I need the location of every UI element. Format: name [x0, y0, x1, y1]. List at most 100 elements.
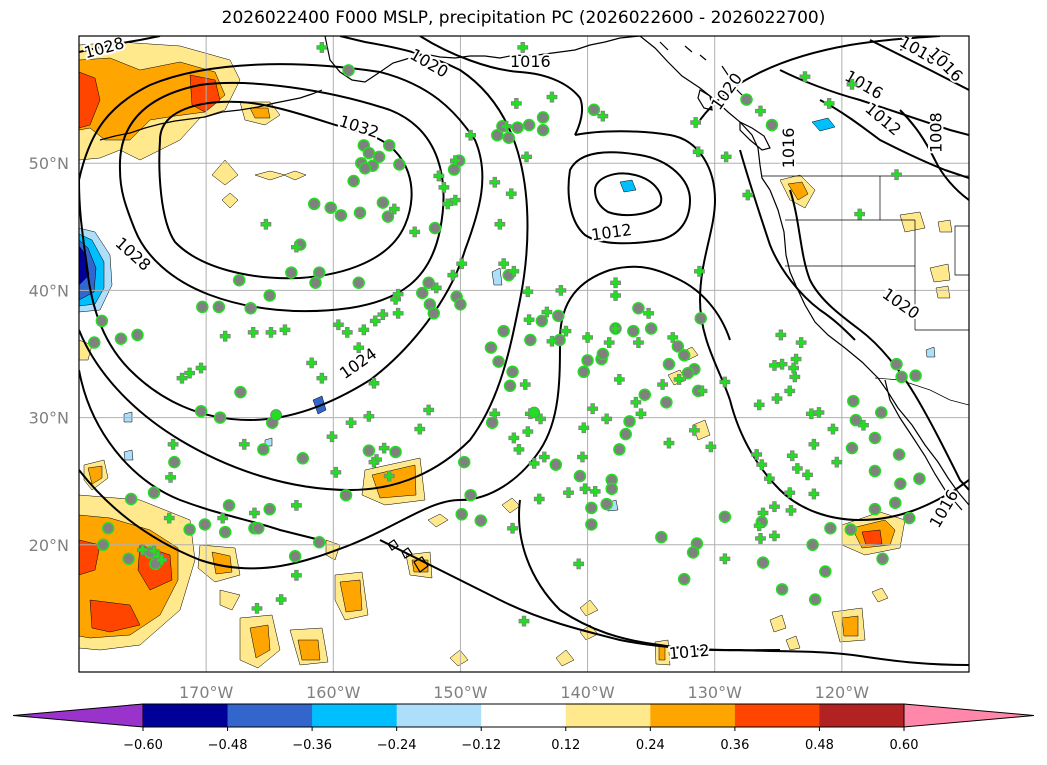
station-cross-marker — [757, 507, 769, 519]
station-cross-marker — [326, 431, 338, 443]
station-cross-marker — [788, 362, 799, 374]
station-cross-marker — [465, 129, 476, 141]
station-circle-marker — [806, 538, 819, 552]
precip-patch — [221, 192, 239, 209]
station-circle-marker — [194, 404, 208, 418]
station-cross-marker — [763, 473, 775, 485]
station-circle-marker — [147, 486, 161, 499]
station-circle-marker — [198, 518, 212, 531]
station-circle-marker — [671, 340, 685, 353]
station-circle-marker — [428, 221, 442, 235]
station-cross-marker — [582, 332, 593, 343]
station-cross-marker — [414, 423, 426, 435]
station-cross-marker — [688, 424, 700, 436]
station-cross-marker — [630, 396, 642, 408]
station-circle-marker — [381, 210, 395, 223]
station-cross-marker — [316, 42, 328, 53]
station-cross-marker — [854, 208, 866, 220]
isobar-1028 — [118, 82, 445, 313]
station-circle-marker — [497, 324, 510, 338]
station-cross-marker — [330, 466, 342, 478]
map-frame — [78, 35, 970, 673]
lon-tick-label: 150°W — [433, 683, 488, 702]
station-circle-marker — [457, 455, 471, 469]
station-circle-marker — [868, 502, 882, 516]
station-cross-marker — [705, 441, 717, 453]
station-cross-marker — [597, 110, 609, 122]
isobar-1028-north — [79, 36, 161, 53]
precip-patch — [79, 539, 101, 576]
station-circle-marker — [549, 458, 563, 471]
coastline-baja — [884, 379, 963, 511]
station-cross-marker — [799, 71, 811, 83]
precip-patch — [658, 645, 666, 661]
station-cross-marker — [176, 372, 188, 384]
station-cross-marker — [546, 91, 558, 103]
isobar-1020-west — [79, 36, 529, 492]
station-cross-marker — [603, 337, 615, 348]
map-title: 2026022400 F000 MSLP, precipitation PC (… — [221, 8, 826, 28]
station-cross-marker — [165, 471, 176, 483]
station-cross-marker — [423, 404, 435, 416]
station-cross-marker — [249, 507, 260, 519]
station-cross-marker — [769, 501, 780, 513]
colorbar-segment — [481, 704, 567, 727]
station-circle-marker — [868, 431, 882, 445]
station-circle-marker — [573, 469, 587, 483]
station-circle-marker — [218, 525, 232, 539]
coastline-alaska — [324, 36, 641, 83]
station-cross-marker — [494, 218, 506, 230]
station-cross-marker — [433, 170, 445, 182]
station-cross-marker — [808, 438, 820, 450]
station-cross-marker — [523, 314, 535, 326]
station-circle-marker — [222, 499, 236, 512]
station-green-marker — [528, 406, 541, 419]
station-circle-marker — [183, 523, 196, 536]
isobar-label: 1012 — [668, 641, 710, 663]
station-cross-marker — [696, 385, 708, 397]
colorbar-tick-label: −0.60 — [123, 738, 163, 753]
station-cross-marker — [769, 530, 780, 542]
station-cross-marker — [306, 357, 318, 369]
station-cross-marker — [657, 379, 668, 390]
station-cross-marker — [247, 326, 259, 338]
coastline-aleutians — [99, 89, 323, 141]
coastlines — [99, 36, 969, 573]
station-cross-marker — [345, 417, 357, 429]
station-cross-marker — [802, 469, 813, 481]
border-us-mexico — [874, 377, 969, 406]
station-circle-marker — [347, 174, 360, 188]
colorbar-tick-label: 0.12 — [551, 738, 580, 753]
isobar-1016-ring — [574, 130, 731, 401]
station-cross-marker — [891, 169, 902, 181]
station-cross-marker — [291, 499, 302, 511]
station-cross-marker — [163, 512, 175, 524]
station-circle-marker — [313, 536, 326, 549]
station-circle-marker — [342, 64, 355, 77]
station-circle-marker — [895, 370, 908, 384]
station-circle-marker — [484, 341, 498, 354]
station-cross-marker — [533, 493, 545, 505]
precip-patch — [925, 346, 936, 358]
precip-patch — [899, 211, 926, 233]
station-circle-marker — [114, 332, 128, 345]
station-circle-marker — [393, 158, 406, 171]
station-circle-marker — [502, 131, 515, 145]
station-cross-marker — [690, 117, 702, 128]
colorbar-segment — [734, 704, 820, 727]
lon-tick-label: 140°W — [560, 683, 615, 702]
precip-patch — [79, 245, 90, 286]
station-circle-marker — [644, 322, 658, 335]
station-cross-marker — [753, 520, 765, 532]
station-cross-marker — [808, 488, 820, 500]
station-cross-marker — [587, 403, 599, 415]
hawaii-1 — [387, 539, 399, 551]
colorbar-tick-label: −0.36 — [292, 738, 332, 753]
lat-tick-label: 20°N — [29, 536, 69, 555]
station-cross-marker — [610, 290, 621, 301]
station-circle-marker — [536, 123, 550, 137]
station-cross-marker — [195, 362, 207, 374]
station-circle-marker — [890, 357, 903, 371]
precip-patch — [871, 587, 889, 603]
precip-patch — [579, 599, 599, 617]
